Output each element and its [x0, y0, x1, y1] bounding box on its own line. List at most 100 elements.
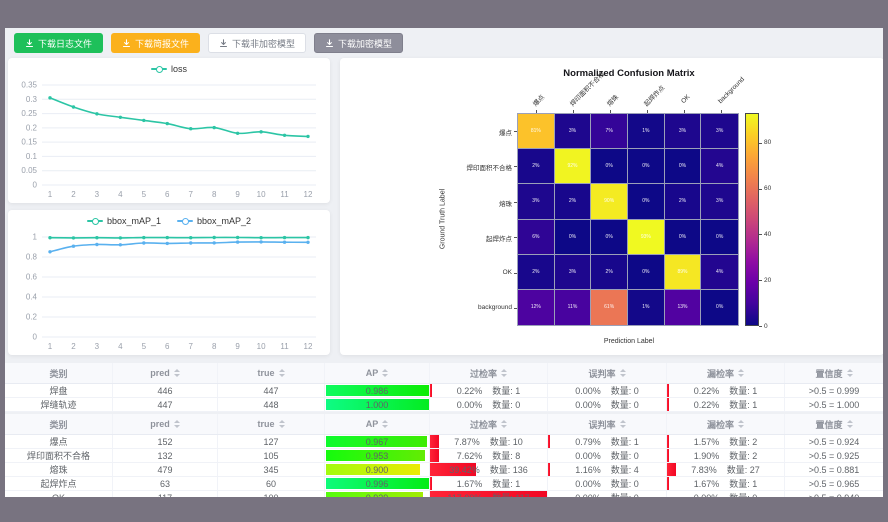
svg-text:8: 8 — [212, 342, 217, 351]
column-header-漏检率[interactable]: 漏检率 — [667, 414, 785, 434]
sort-icon[interactable] — [501, 420, 507, 428]
misjudge-rate-cell: 0.00%数量: 0 — [548, 398, 667, 411]
class-name-cell: 焊缝轨迹 — [5, 398, 113, 411]
matrix-cell: 2% — [554, 184, 592, 220]
svg-text:5: 5 — [142, 190, 147, 199]
sort-icon[interactable] — [846, 369, 853, 377]
matrix-cell: 2% — [591, 254, 628, 290]
confidence-cell: >0.5 = 0.881 — [808, 464, 860, 475]
svg-text:0.8: 0.8 — [26, 253, 38, 262]
true-count-cell: 127 — [218, 435, 325, 448]
column-header-pred[interactable]: pred — [113, 414, 218, 434]
ap-cell: 1.000 — [325, 398, 430, 411]
rate-bar — [430, 477, 432, 490]
rate-bar — [667, 477, 669, 490]
sort-icon[interactable] — [382, 420, 389, 428]
table-header-row: 类别 pred true AP 过检率 误判率 漏检率 置信度 — [5, 363, 883, 384]
column-header-置信度[interactable]: 置信度 — [785, 414, 883, 434]
matrix-cell: 2% — [518, 149, 555, 185]
svg-text:6: 6 — [165, 190, 170, 199]
class-name-cell: 焊印面积不合格 — [5, 449, 113, 462]
confidence-cell: >0.5 = 0.940 — [785, 491, 883, 498]
overdetect-rate-cell: 7.87% 数量: 10 — [430, 435, 548, 448]
colorbar-tick-label: 20 — [764, 276, 772, 284]
download-log-file-button[interactable]: 下载日志文件 — [14, 33, 104, 53]
column-header-pred[interactable]: pred — [113, 363, 218, 383]
class-name-cell: OK — [5, 491, 113, 497]
table-row: 焊印面积不合格 132 105 0.953 7.62% 数量: 8 0.00% 数量: 0 1.… — [5, 449, 883, 463]
svg-text:1: 1 — [48, 342, 53, 351]
true-count-cell: 345 — [218, 463, 325, 476]
download-report-file-button[interactable]: 下载简报文件 — [111, 33, 201, 53]
pred-count-cell: 63 — [113, 477, 218, 490]
svg-text:12: 12 — [304, 342, 313, 351]
download-encrypted-model-button[interactable]: 下载加密模型 — [314, 33, 404, 53]
misjudge-rate-cell: 0.00%数量: 0 — [548, 477, 667, 490]
sort-icon[interactable] — [173, 420, 180, 428]
ap-cell: 0.967 — [325, 435, 430, 448]
sort-icon[interactable] — [173, 369, 180, 377]
sort-icon[interactable] — [501, 369, 507, 377]
download-unencrypted-model-button[interactable]: 下载非加密模型 — [208, 33, 307, 53]
pred-count-cell: 446 — [113, 384, 218, 397]
sort-icon[interactable] — [846, 420, 853, 428]
legend-item-loss[interactable]: loss — [150, 64, 187, 74]
download-icon — [325, 38, 334, 48]
svg-text:0.2: 0.2 — [26, 123, 38, 132]
sort-icon[interactable] — [278, 420, 285, 428]
matrix-cell: 0% — [591, 149, 628, 185]
column-header-误判率[interactable]: 误判率 — [548, 414, 667, 434]
bbox-map-chart-legend: bbox_mAP_1 bbox_mAP_2 — [8, 216, 330, 226]
overdetect-rate-cell: 1.67% 数量: 1 — [430, 477, 548, 490]
matrix-cell: 13% — [664, 289, 702, 325]
sort-icon[interactable] — [382, 369, 389, 377]
rate-bar — [430, 384, 432, 397]
matrix-cell: 0% — [664, 219, 702, 255]
misjudge-rate-cell: 0.79% 数量: 1 — [548, 435, 667, 448]
miss-rate-cell: 0.22% 数量: 1 — [667, 384, 785, 397]
matrix-cell: 0% — [701, 219, 738, 255]
column-header-true[interactable]: true — [218, 363, 325, 383]
rate-bar — [667, 463, 677, 476]
ap-bar — [326, 385, 429, 396]
column-header-过检率[interactable]: 过检率 — [430, 414, 548, 434]
column-header-AP[interactable]: AP — [325, 363, 430, 383]
column-header-误判率[interactable]: 误判率 — [548, 363, 667, 383]
miss-rate-cell: 7.83% 数量: 27 — [667, 463, 785, 476]
sort-icon[interactable] — [619, 369, 626, 377]
table-row: 焊缝轨迹 447 448 1.000 0.00% 数量: 0 0.00% 数量: 0 0.22%… — [5, 398, 883, 412]
misjudge-rate-cell: 0.00%数量: 0 — [548, 449, 667, 462]
ap-bar — [326, 478, 429, 489]
matrix-row-label: 爆点 — [499, 129, 512, 137]
column-header-类别: 类别 — [5, 414, 113, 434]
matrix-col-label: OK — [679, 93, 692, 105]
matrix-cell: 81% — [518, 114, 555, 150]
matrix-cell: 6% — [518, 219, 555, 255]
column-header-过检率[interactable]: 过检率 — [430, 363, 548, 383]
ap-bar — [326, 399, 429, 410]
rate-bar — [548, 435, 550, 448]
column-header-AP[interactable]: AP — [325, 414, 430, 434]
detection-metrics-table: 类别 pred true AP 过检率 误判率 漏检率 置信度 爆点 152 127 0.967 7.8… — [5, 414, 883, 497]
sort-icon[interactable] — [738, 420, 744, 428]
loss-chart-card: loss 0 0.05 0.1 0.15 0.2 0.25 0.3 0.35 1 2 3 4 5 6 7 8 9… — [8, 58, 330, 203]
download-icon — [219, 38, 228, 48]
matrix-cell: 92% — [554, 149, 592, 185]
true-count-cell: 105 — [218, 449, 325, 462]
legend-item-bbox_mAP_1[interactable]: bbox_mAP_1 — [86, 216, 161, 226]
sort-icon[interactable] — [738, 369, 744, 377]
pred-count-cell: 152 — [113, 435, 218, 448]
column-header-置信度[interactable]: 置信度 — [785, 363, 883, 383]
colorbar-tick-label: 0 — [764, 322, 768, 330]
sort-icon[interactable] — [619, 420, 626, 428]
legend-item-bbox_mAP_2[interactable]: bbox_mAP_2 — [177, 216, 251, 226]
sort-icon[interactable] — [278, 369, 285, 377]
column-header-漏检率[interactable]: 漏检率 — [667, 363, 785, 383]
rate-bar — [667, 435, 669, 448]
svg-text:7: 7 — [189, 342, 194, 351]
svg-text:11: 11 — [280, 342, 289, 351]
colorbar-tick-label: 40 — [764, 230, 772, 238]
pred-count-cell: 132 — [113, 449, 218, 462]
svg-text:0.3: 0.3 — [26, 95, 38, 104]
column-header-true[interactable]: true — [218, 414, 325, 434]
